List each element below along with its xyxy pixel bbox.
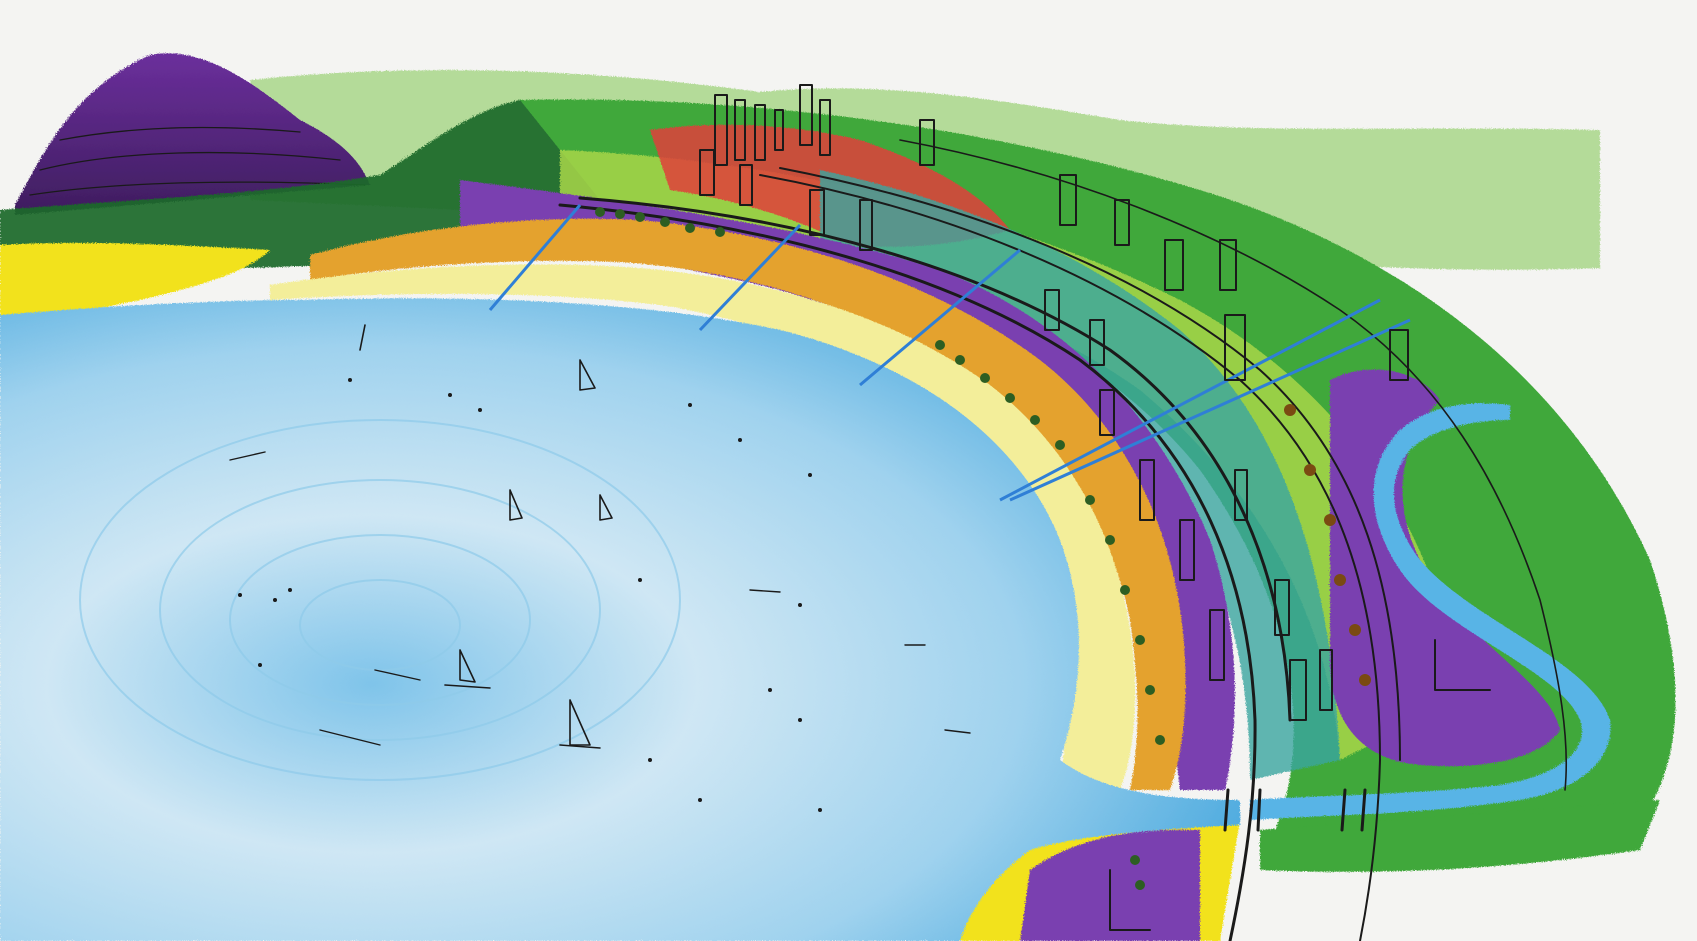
railway-line [759, 167, 1401, 941]
south-green-land [1260, 800, 1660, 872]
orange-promenade [310, 218, 1186, 791]
sailboats [359, 324, 613, 749]
view-corridors [488, 204, 1411, 502]
purple-urban-band [460, 180, 1235, 790]
coastal-road [558, 196, 1292, 941]
promenade-trees [595, 207, 1165, 890]
small-boats [229, 451, 971, 746]
water-swirls [79, 419, 681, 781]
swimmers [238, 378, 822, 812]
bridges [1223, 788, 1367, 832]
bay-water [0, 298, 1240, 941]
outer-ring-road [899, 139, 1568, 791]
hill-terrace-lines [29, 126, 366, 196]
river [1250, 403, 1611, 820]
city-towers [699, 84, 1491, 931]
park-trees [1284, 404, 1371, 686]
purple-hill [15, 53, 370, 216]
left-beach [0, 242, 270, 320]
forest-band [0, 100, 620, 275]
